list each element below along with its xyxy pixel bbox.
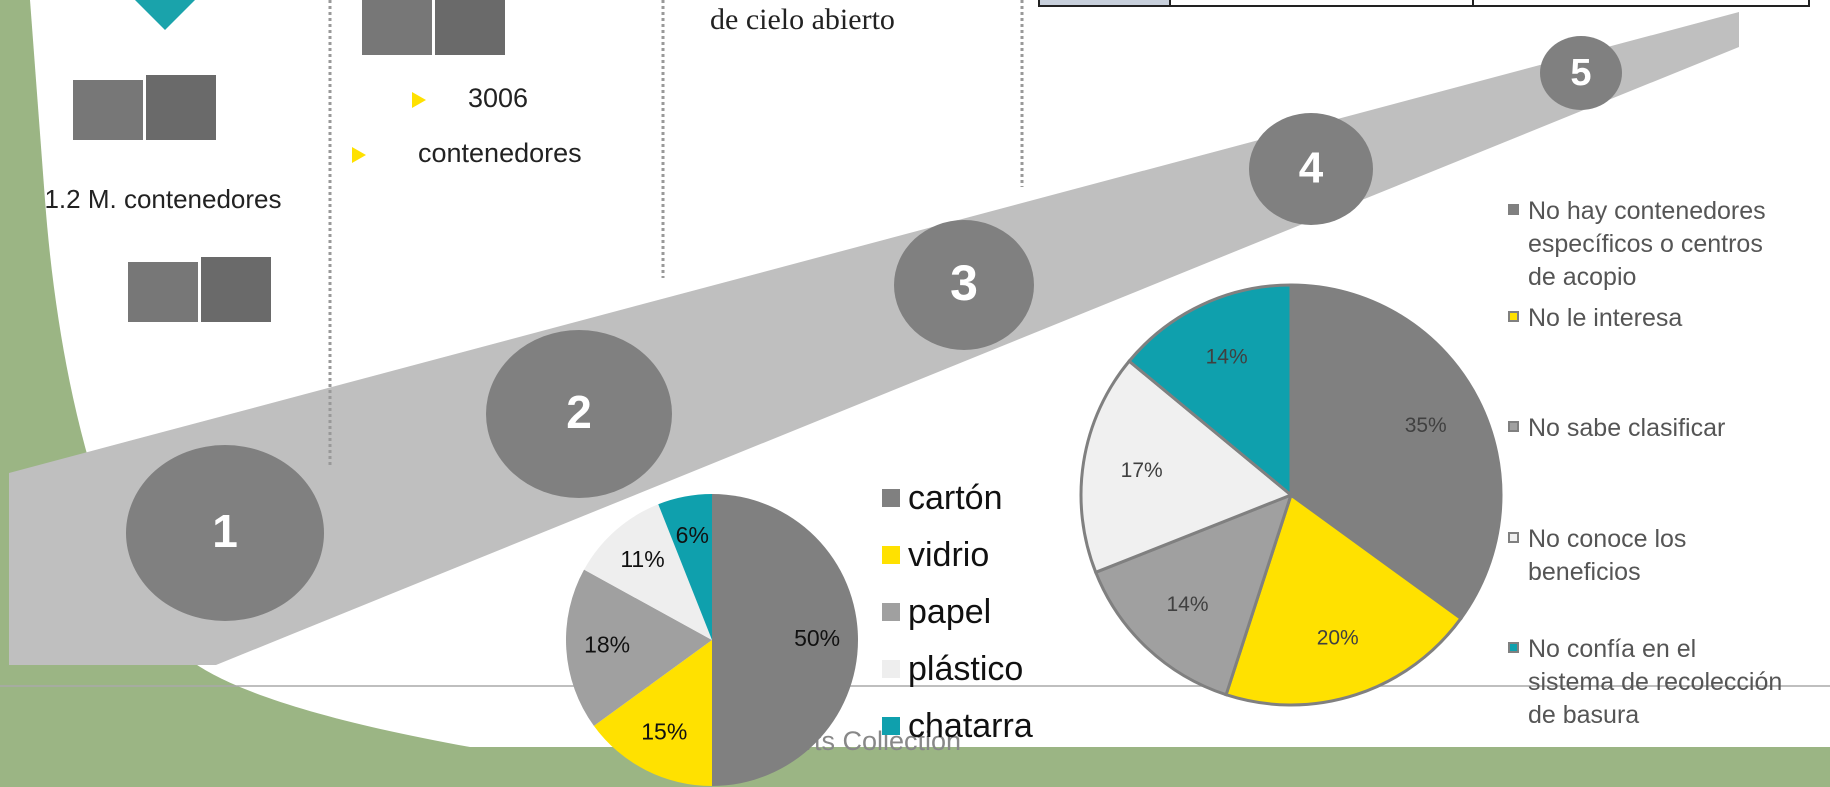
pie-slice bbox=[584, 504, 712, 640]
data-label: 14% bbox=[1166, 593, 1208, 616]
data-label: 17% bbox=[1121, 459, 1163, 482]
bullet bbox=[412, 92, 426, 108]
label: 1.2 M. contenedores bbox=[44, 184, 281, 214]
legend-swatch bbox=[882, 546, 900, 564]
label: de cielo abierto bbox=[710, 3, 895, 36]
legend-label: No hay contenedores específicos o centro… bbox=[1528, 197, 1766, 291]
pie-slice bbox=[1127, 283, 1293, 499]
data-label: 50% bbox=[794, 625, 840, 651]
legend-swatch bbox=[1508, 421, 1519, 432]
pie-slice bbox=[593, 640, 712, 786]
arrow-icon bbox=[135, 0, 195, 30]
legend-label: vidrio bbox=[908, 536, 989, 574]
legend-label: chatarra bbox=[908, 707, 1033, 745]
step-circle bbox=[486, 330, 672, 498]
pie-slice bbox=[658, 494, 712, 640]
data-label: 35% bbox=[1405, 414, 1447, 437]
table-edge bbox=[1038, 0, 1810, 7]
step-circle bbox=[1540, 36, 1622, 110]
legend-entry: No hay contenedores específicos o centro… bbox=[1508, 195, 1788, 294]
data-label: 18% bbox=[584, 632, 630, 658]
data-label: 20% bbox=[1317, 626, 1359, 649]
step-number: 3 bbox=[950, 255, 978, 311]
legend-entry: No sabe clasificar bbox=[1508, 412, 1788, 445]
step-number: 5 bbox=[1570, 52, 1591, 94]
pie-slice bbox=[712, 494, 858, 786]
pie-slice bbox=[1224, 492, 1463, 707]
legend-label: No conoce los beneficios bbox=[1528, 525, 1687, 586]
container-icon bbox=[73, 0, 505, 322]
step-number: 1 bbox=[212, 505, 238, 557]
bullet bbox=[352, 147, 366, 163]
pie-slice bbox=[566, 569, 712, 726]
legend-label: cartón bbox=[908, 479, 1003, 517]
legend-entry: No conoce los beneficios bbox=[1508, 523, 1788, 589]
data-label: 14% bbox=[1206, 346, 1248, 369]
step-number: 4 bbox=[1299, 144, 1324, 193]
data-label: 15% bbox=[641, 719, 687, 745]
legend-label: No le interesa bbox=[1528, 304, 1683, 332]
label: contenedores bbox=[418, 138, 582, 168]
legend-swatch bbox=[1508, 532, 1519, 543]
data-label: 11% bbox=[620, 546, 664, 572]
legend-swatch bbox=[1508, 642, 1519, 653]
pie-slice bbox=[1093, 492, 1294, 697]
legend-label: papel bbox=[908, 593, 991, 631]
legend-swatch bbox=[882, 660, 900, 678]
legend-entry: No confía en el sistema de recolección d… bbox=[1508, 633, 1788, 732]
legend-label: No sabe clasificar bbox=[1528, 414, 1726, 442]
legend-entry: No le interesa bbox=[1508, 302, 1788, 335]
pie-slice bbox=[1289, 283, 1503, 621]
legend-swatch bbox=[1508, 204, 1519, 215]
legend-swatch bbox=[882, 489, 900, 507]
step-circle bbox=[126, 445, 324, 621]
step-circle bbox=[894, 220, 1034, 350]
data-label: 6% bbox=[676, 522, 709, 548]
step-number: 2 bbox=[566, 386, 592, 438]
legend-swatch bbox=[882, 717, 900, 735]
step-circle bbox=[1249, 113, 1373, 225]
legend-swatch bbox=[882, 603, 900, 621]
legend-label: plástico bbox=[908, 650, 1023, 688]
legend-swatch bbox=[1508, 311, 1519, 322]
legend-label: No confía en el sistema de recolección d… bbox=[1528, 635, 1783, 729]
label: 3006 bbox=[468, 83, 528, 113]
pie-slice bbox=[1079, 359, 1294, 575]
